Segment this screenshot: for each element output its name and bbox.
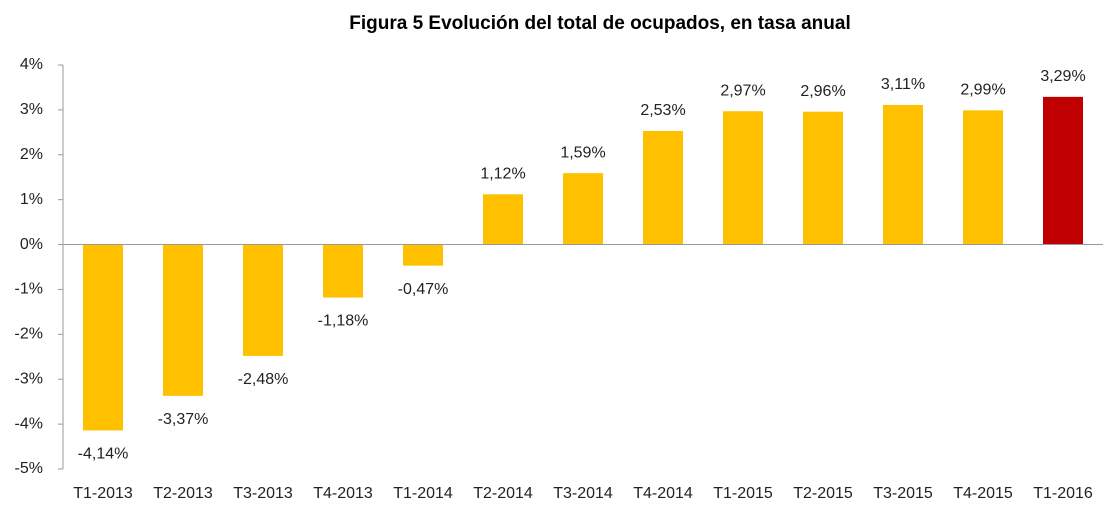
- bar: [1043, 96, 1083, 245]
- y-tick-label: 4%: [20, 56, 43, 73]
- bar: [243, 244, 283, 356]
- y-tick-label: -1%: [15, 281, 43, 298]
- value-label: -3,37%: [158, 411, 209, 428]
- value-label: 2,96%: [800, 83, 845, 100]
- value-label: 3,11%: [881, 76, 925, 93]
- y-tick-label: -3%: [15, 370, 43, 387]
- bar: [83, 244, 123, 431]
- value-label: -0,47%: [398, 281, 449, 298]
- bar: [483, 194, 523, 245]
- y-tick-label: 0%: [20, 236, 43, 253]
- bar: [963, 110, 1003, 245]
- x-tick-label: T2-2014: [473, 485, 533, 502]
- bar: [403, 244, 443, 266]
- bar: [883, 104, 923, 245]
- chart-title: Figura 5 Evolución del total de ocupados…: [349, 13, 851, 34]
- y-tick-label: 2%: [20, 146, 43, 163]
- y-tick-label: -5%: [15, 460, 43, 477]
- x-tick-label: T1-2015: [713, 485, 773, 502]
- value-label: 2,97%: [720, 82, 765, 99]
- y-tick-label: -4%: [15, 415, 43, 432]
- value-label: 3,29%: [1040, 68, 1085, 85]
- y-tick-label: -2%: [15, 326, 43, 343]
- value-label: -4,14%: [78, 446, 129, 463]
- value-label: 1,12%: [480, 165, 525, 182]
- x-tick-label: T1-2014: [393, 485, 453, 502]
- x-tick-label: T3-2013: [233, 485, 293, 502]
- bar: [723, 111, 763, 245]
- bar: [643, 130, 683, 245]
- value-label: 2,99%: [960, 82, 1005, 99]
- x-tick-label: T4-2013: [313, 485, 373, 502]
- value-label: -2,48%: [238, 371, 289, 388]
- y-tick-label: 3%: [20, 101, 43, 118]
- value-label: 1,59%: [560, 144, 605, 161]
- bar: [323, 244, 363, 298]
- y-tick-label: 1%: [20, 191, 43, 208]
- bar: [803, 111, 843, 245]
- value-label: -1,18%: [318, 313, 369, 330]
- x-tick-label: T1-2013: [73, 485, 133, 502]
- bar: [563, 173, 603, 245]
- x-tick-label: T1-2016: [1033, 485, 1093, 502]
- x-tick-label: T3-2014: [553, 485, 613, 502]
- x-tick-label: T2-2015: [793, 485, 853, 502]
- x-tick-label: T4-2015: [953, 485, 1013, 502]
- x-tick-label: T4-2014: [633, 485, 693, 502]
- x-tick-label: T3-2015: [873, 485, 933, 502]
- x-tick-label: T2-2013: [153, 485, 213, 502]
- value-label: 2,53%: [640, 102, 685, 119]
- bar: [163, 244, 203, 396]
